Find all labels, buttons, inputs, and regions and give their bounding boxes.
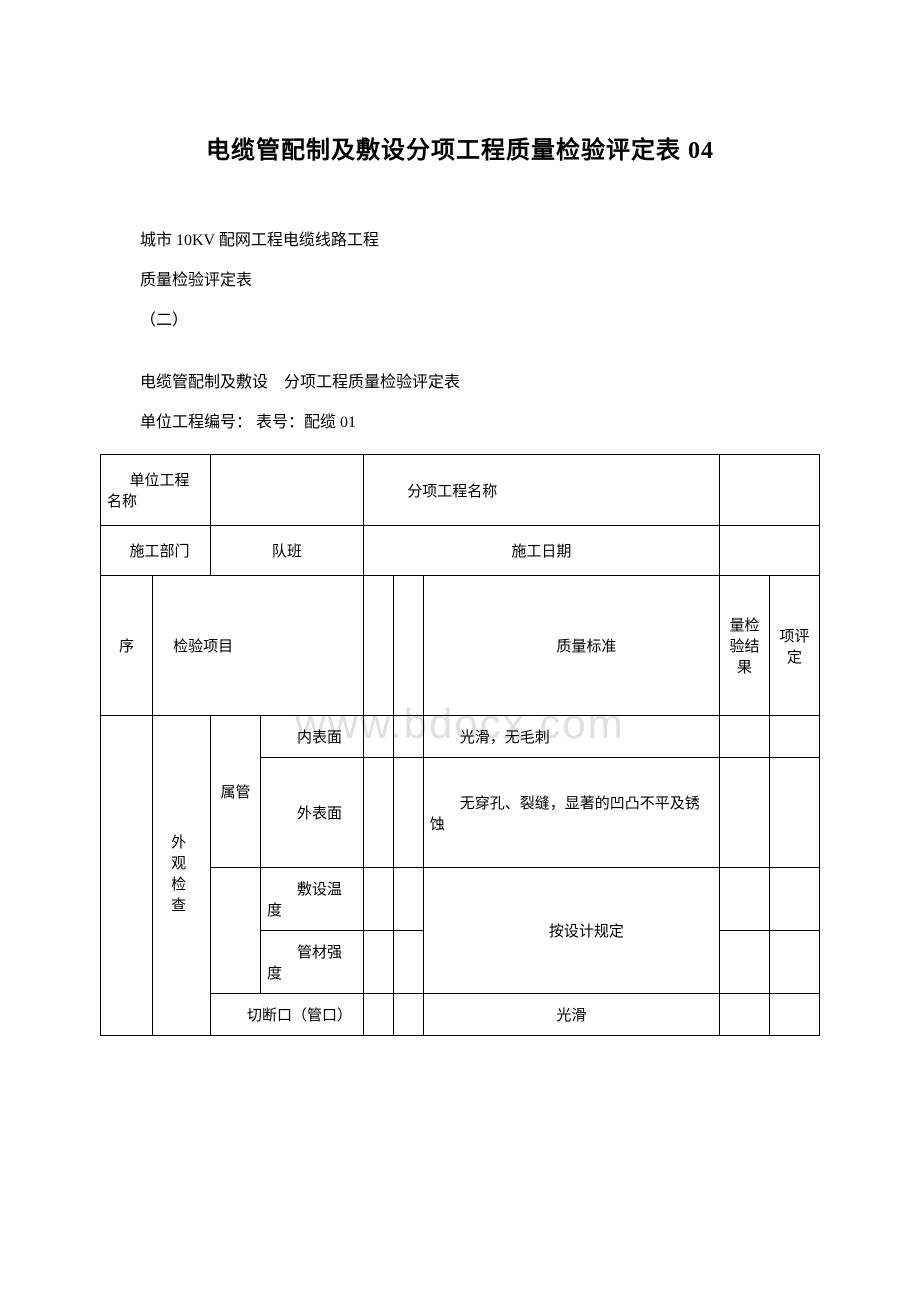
eval-cell <box>770 758 820 868</box>
table-row: 单位工程名称 分项工程名称 <box>101 455 820 526</box>
subtitle-line-2: 质量检验评定表 <box>100 265 820 297</box>
label-unit-project: 单位工程名称 <box>101 455 211 526</box>
result-cell <box>720 868 770 931</box>
result-cell <box>720 716 770 758</box>
subtitle-line-1: 城市 10KV 配网工程电缆线路工程 <box>100 225 820 257</box>
eval-cell <box>770 931 820 994</box>
header-blank1 <box>363 576 393 716</box>
label-appearance: 外观检查 <box>153 716 211 1036</box>
label-dept: 施工部门 <box>101 526 211 576</box>
std-outer-surface: 无穿孔、裂缝，显著的凹凸不平及锈蚀 <box>423 758 719 868</box>
appearance-text: 外观检查 <box>167 834 188 918</box>
std-cut: 光滑 <box>423 994 719 1036</box>
header-seq: 序 <box>101 576 153 716</box>
std-design: 按设计规定 <box>423 868 719 994</box>
header-result: 量检验结果 <box>720 576 770 716</box>
table-row: 外观检查 属管 内表面 光滑，无毛刺 <box>101 716 820 758</box>
label-outer-surface: 外表面 <box>261 758 364 868</box>
eval-cell <box>770 716 820 758</box>
result-cell <box>720 931 770 994</box>
blank-cell <box>363 931 393 994</box>
blank-cell <box>393 758 423 868</box>
form-meta: 单位工程编号： 表号：配缆 01 <box>100 407 820 439</box>
std-inner-surface: 光滑，无毛刺 <box>423 716 719 758</box>
label-cut-opening: 切断口（管口） <box>211 994 364 1036</box>
value-sub-project <box>720 455 820 526</box>
blank-cell <box>393 931 423 994</box>
blank-cell <box>363 868 393 931</box>
evaluation-table: 单位工程名称 分项工程名称 施工部门 队班 施工日期 序 检验项目 质量标准 量… <box>100 454 820 1036</box>
label-pipe-strength: 管材强度 <box>261 931 364 994</box>
section-title: 电缆管配制及敷设 分项工程质量检验评定表 <box>100 367 820 399</box>
table-row: 序 检验项目 质量标准 量检验结果 项评定 <box>101 576 820 716</box>
eval-cell <box>770 868 820 931</box>
blank-cell <box>363 716 393 758</box>
blank-cell <box>393 868 423 931</box>
page-title: 电缆管配制及敷设分项工程质量检验评定表 04 <box>100 130 820 165</box>
value-date <box>720 526 820 576</box>
header-standard: 质量标准 <box>423 576 719 716</box>
table-row: 施工部门 队班 施工日期 <box>101 526 820 576</box>
result-cell <box>720 994 770 1036</box>
result-cell <box>720 758 770 868</box>
label-metal-pipe: 属管 <box>211 716 261 868</box>
blank-cell <box>363 758 393 868</box>
label-inner-surface: 内表面 <box>261 716 364 758</box>
subtitle-line-3: （二） <box>100 305 820 337</box>
value-unit-project <box>211 455 364 526</box>
header-item: 检验项目 <box>153 576 364 716</box>
blank-cell <box>393 994 423 1036</box>
eval-cell <box>770 994 820 1036</box>
value-dept: 队班 <box>211 526 364 576</box>
label-sub-project: 分项工程名称 <box>363 455 719 526</box>
blank-sub <box>211 868 261 994</box>
label-laying-temp: 敷设温度 <box>261 868 364 931</box>
seq-cell <box>101 716 153 1036</box>
label-date: 施工日期 <box>363 526 719 576</box>
header-eval: 项评定 <box>770 576 820 716</box>
blank-cell <box>363 994 393 1036</box>
header-blank2 <box>393 576 423 716</box>
blank-cell <box>393 716 423 758</box>
